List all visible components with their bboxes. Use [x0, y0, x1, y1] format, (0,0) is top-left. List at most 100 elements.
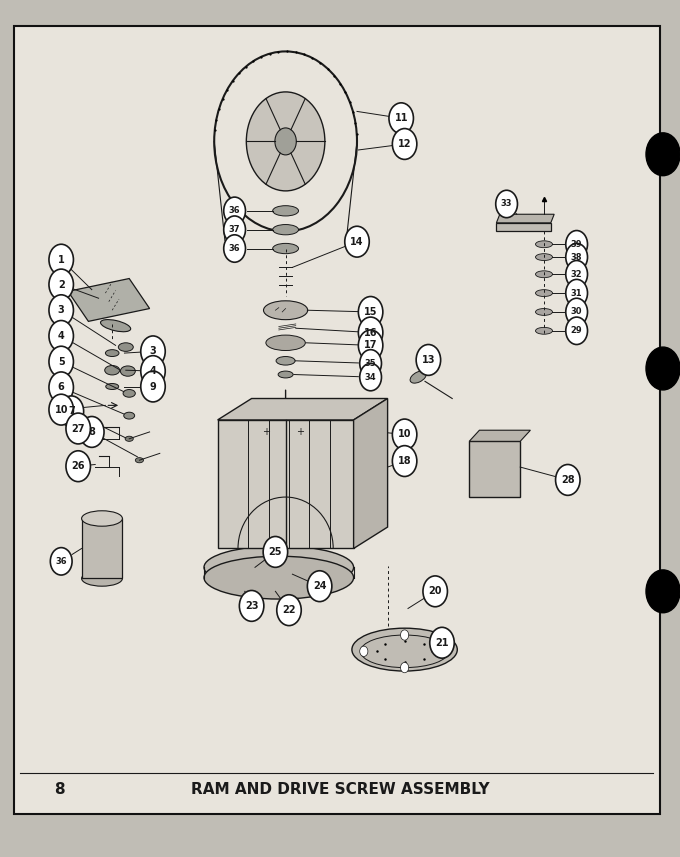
Text: 13: 13	[422, 355, 435, 365]
Circle shape	[49, 346, 73, 377]
Circle shape	[392, 446, 417, 476]
Circle shape	[277, 595, 301, 626]
Circle shape	[275, 128, 296, 155]
Ellipse shape	[82, 511, 122, 526]
Ellipse shape	[204, 546, 354, 589]
Circle shape	[66, 413, 90, 444]
Text: 33: 33	[501, 200, 512, 208]
Text: X: X	[500, 460, 505, 469]
Ellipse shape	[204, 556, 354, 599]
Circle shape	[49, 321, 73, 351]
Circle shape	[392, 419, 417, 450]
Ellipse shape	[410, 371, 426, 383]
Ellipse shape	[276, 357, 295, 365]
Circle shape	[49, 295, 73, 326]
Text: 5: 5	[58, 357, 65, 367]
Circle shape	[358, 317, 383, 348]
Circle shape	[441, 646, 449, 656]
FancyBboxPatch shape	[82, 518, 122, 578]
Text: 39: 39	[571, 240, 582, 249]
Ellipse shape	[266, 335, 305, 351]
Ellipse shape	[120, 366, 135, 376]
Circle shape	[141, 336, 165, 367]
FancyBboxPatch shape	[14, 26, 660, 814]
Polygon shape	[469, 430, 530, 441]
Text: 6: 6	[58, 382, 65, 393]
Text: 15: 15	[364, 307, 377, 317]
Text: 4: 4	[58, 331, 65, 341]
Circle shape	[49, 244, 73, 275]
Text: 8: 8	[54, 782, 65, 798]
Circle shape	[141, 371, 165, 402]
Ellipse shape	[135, 458, 143, 463]
Circle shape	[224, 216, 245, 243]
Ellipse shape	[536, 254, 552, 261]
Circle shape	[566, 261, 588, 288]
Text: 10: 10	[398, 429, 411, 440]
Ellipse shape	[123, 389, 135, 397]
Text: 23: 23	[245, 601, 258, 611]
Text: Y: Y	[233, 249, 241, 261]
Ellipse shape	[118, 343, 133, 351]
Circle shape	[566, 279, 588, 307]
Text: 10: 10	[54, 405, 68, 415]
Ellipse shape	[273, 206, 299, 216]
Circle shape	[360, 350, 381, 377]
Polygon shape	[68, 279, 150, 321]
Circle shape	[392, 129, 417, 159]
Text: 22: 22	[282, 605, 296, 615]
Polygon shape	[496, 223, 551, 231]
Circle shape	[239, 590, 264, 621]
Polygon shape	[218, 420, 354, 548]
Text: 38: 38	[571, 253, 582, 261]
Circle shape	[246, 92, 325, 191]
Ellipse shape	[82, 571, 122, 586]
Ellipse shape	[536, 271, 552, 278]
Circle shape	[345, 226, 369, 257]
Circle shape	[566, 243, 588, 271]
Circle shape	[566, 298, 588, 326]
Text: 37: 37	[229, 225, 240, 234]
Text: RAM AND DRIVE SCREW ASSEMBLY: RAM AND DRIVE SCREW ASSEMBLY	[190, 782, 490, 798]
Ellipse shape	[352, 628, 457, 671]
Circle shape	[307, 571, 332, 602]
Text: 34: 34	[364, 373, 377, 381]
Ellipse shape	[278, 371, 293, 378]
Text: 36: 36	[55, 557, 67, 566]
Text: 35: 35	[364, 359, 377, 368]
Circle shape	[556, 464, 580, 495]
Circle shape	[141, 356, 165, 387]
Text: 3: 3	[150, 346, 156, 357]
Text: +: +	[262, 428, 270, 437]
Text: 16: 16	[364, 327, 377, 338]
Ellipse shape	[536, 327, 552, 334]
Circle shape	[224, 197, 245, 225]
Polygon shape	[496, 214, 554, 223]
Text: 29: 29	[571, 327, 583, 335]
Circle shape	[401, 662, 409, 673]
Circle shape	[358, 297, 383, 327]
Text: 26: 26	[71, 461, 85, 471]
Text: 28: 28	[561, 475, 575, 485]
Ellipse shape	[536, 241, 552, 248]
Circle shape	[224, 235, 245, 262]
Circle shape	[430, 627, 454, 658]
Circle shape	[49, 394, 73, 425]
Text: 21: 21	[435, 638, 449, 648]
Ellipse shape	[101, 320, 131, 332]
Circle shape	[80, 417, 104, 447]
Ellipse shape	[105, 366, 120, 375]
Circle shape	[263, 536, 288, 567]
Ellipse shape	[125, 436, 133, 441]
Circle shape	[416, 345, 441, 375]
Ellipse shape	[536, 309, 552, 315]
Circle shape	[50, 548, 72, 575]
Circle shape	[496, 190, 517, 218]
Circle shape	[566, 231, 588, 258]
Text: 14: 14	[350, 237, 364, 247]
Circle shape	[401, 630, 409, 640]
Ellipse shape	[273, 225, 299, 235]
Circle shape	[49, 372, 73, 403]
Circle shape	[566, 317, 588, 345]
Circle shape	[646, 133, 680, 176]
